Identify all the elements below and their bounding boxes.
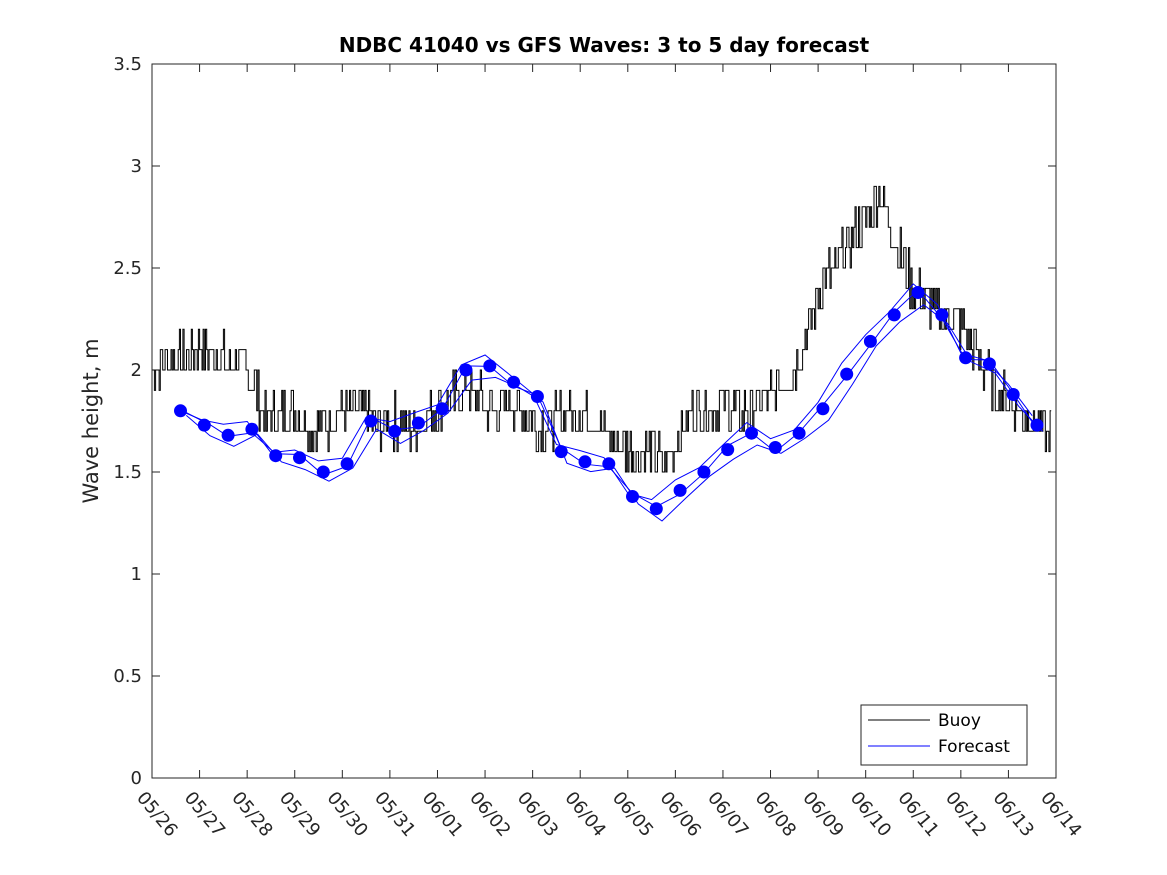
legend-box bbox=[860, 704, 1028, 766]
forecast-point bbox=[673, 483, 687, 497]
y-tick-label: 3 bbox=[131, 156, 142, 177]
y-tick-label: 3.5 bbox=[113, 54, 142, 75]
y-tick-label: 2 bbox=[131, 360, 142, 381]
forecast-point bbox=[293, 451, 306, 465]
forecast-point bbox=[816, 402, 830, 416]
y-tick-label: 0 bbox=[131, 768, 142, 789]
forecast-point bbox=[316, 465, 330, 479]
forecast-point bbox=[483, 359, 497, 373]
forecast-point bbox=[982, 357, 996, 371]
chart-title: NDBC 41040 vs GFS Waves: 3 to 5 day fore… bbox=[339, 33, 870, 57]
plot-frame bbox=[151, 63, 1057, 779]
forecast-point bbox=[649, 502, 663, 516]
forecast-point bbox=[697, 465, 711, 479]
forecast-point bbox=[959, 351, 973, 365]
forecast-series-line bbox=[185, 304, 1044, 522]
forecast-point bbox=[459, 363, 473, 377]
forecast-point bbox=[721, 443, 735, 457]
forecast-point bbox=[364, 414, 378, 428]
forecast-point bbox=[1030, 418, 1044, 432]
series-layer bbox=[152, 185, 1052, 522]
legend-buoy-label: Buoy bbox=[938, 711, 981, 731]
forecast-point bbox=[388, 424, 402, 438]
forecast-point bbox=[197, 418, 211, 432]
forecast-point bbox=[411, 416, 425, 430]
legend-forecast-label: Forecast bbox=[938, 737, 1010, 757]
buoy-series-line bbox=[152, 185, 1052, 473]
forecast-point bbox=[174, 404, 187, 418]
legend: Buoy Forecast bbox=[860, 704, 1028, 766]
forecast-point bbox=[887, 308, 901, 322]
forecast-point bbox=[935, 308, 949, 322]
y-tick-label: 2.5 bbox=[113, 258, 142, 279]
forecast-point bbox=[245, 422, 259, 436]
forecast-point bbox=[768, 441, 782, 454]
y-axis-ticks: 0 0.5 1 1.5 2 2.5 3 3.5 bbox=[113, 54, 1056, 789]
y-tick-label: 1.5 bbox=[113, 462, 142, 483]
forecast-point bbox=[221, 428, 235, 442]
forecast-point bbox=[792, 426, 806, 440]
y-tick-label: 1 bbox=[131, 564, 142, 585]
forecast-point bbox=[840, 367, 854, 381]
forecast-point bbox=[626, 490, 639, 503]
y-tick-label: 0.5 bbox=[113, 666, 142, 687]
forecast-point bbox=[530, 390, 544, 403]
forecast-point bbox=[340, 457, 354, 471]
forecast-point bbox=[602, 457, 616, 471]
forecast-point bbox=[578, 455, 592, 469]
forecast-point bbox=[269, 449, 283, 463]
forecast-point bbox=[554, 445, 568, 459]
forecast-point bbox=[863, 334, 877, 348]
forecast-point bbox=[507, 375, 521, 389]
forecast-point bbox=[1006, 388, 1020, 401]
forecast-point bbox=[911, 286, 925, 299]
y-axis-label: Wave height, m bbox=[79, 338, 103, 503]
forecast-point bbox=[435, 402, 449, 416]
forecast-point bbox=[745, 426, 758, 440]
